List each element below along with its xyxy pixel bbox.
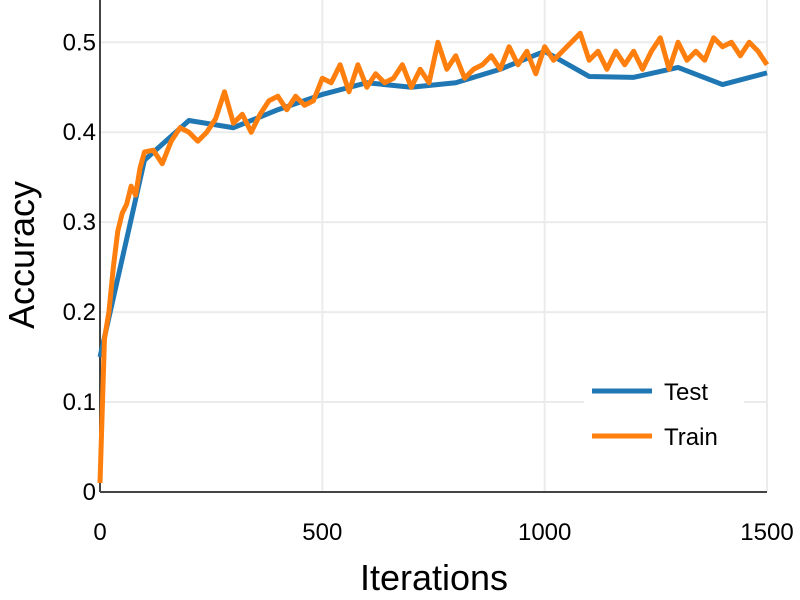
x-tick-label: 500: [302, 519, 342, 546]
y-tick-label: 0.2: [63, 299, 96, 326]
x-axis-label: Iterations: [360, 557, 508, 598]
y-tick-label: 0: [83, 479, 96, 506]
legend-label: Test: [664, 379, 708, 406]
y-tick-label: 0.4: [63, 119, 96, 146]
legend-label: Train: [664, 424, 718, 451]
y-tick-label: 0.1: [63, 389, 96, 416]
x-tick-label: 1000: [518, 519, 571, 546]
x-tick-label: 1500: [740, 519, 793, 546]
y-axis-label: Accuracy: [1, 181, 42, 329]
legend-box: [584, 369, 744, 469]
y-tick-label: 0.3: [63, 209, 96, 236]
series-line: [97, 30, 770, 484]
y-tick-label: 0.5: [63, 29, 96, 56]
x-tick-label: 0: [93, 519, 106, 546]
